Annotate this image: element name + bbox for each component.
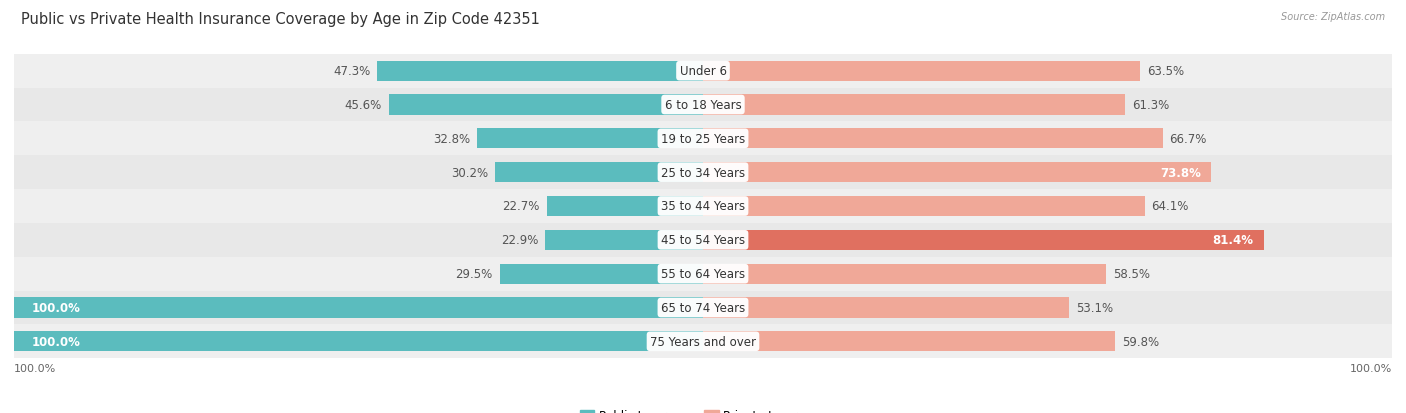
Text: Source: ZipAtlas.com: Source: ZipAtlas.com (1281, 12, 1385, 22)
Bar (703, 230, 1264, 250)
Text: 59.8%: 59.8% (1122, 335, 1159, 348)
Text: 47.3%: 47.3% (333, 65, 370, 78)
Text: 29.5%: 29.5% (456, 268, 494, 280)
Bar (499, 264, 703, 284)
Text: Public vs Private Health Insurance Coverage by Age in Zip Code 42351: Public vs Private Health Insurance Cover… (21, 12, 540, 27)
Bar (703, 264, 1107, 284)
Bar (14, 156, 1392, 190)
Text: 22.9%: 22.9% (501, 234, 538, 247)
Text: 32.8%: 32.8% (433, 133, 470, 145)
Bar (703, 163, 1212, 183)
Text: 81.4%: 81.4% (1212, 234, 1254, 247)
Legend: Public Insurance, Private Insurance: Public Insurance, Private Insurance (575, 404, 831, 413)
Text: 75 Years and over: 75 Years and over (650, 335, 756, 348)
Text: 6 to 18 Years: 6 to 18 Years (665, 99, 741, 112)
Bar (495, 163, 703, 183)
Bar (546, 230, 703, 250)
Text: 100.0%: 100.0% (14, 363, 56, 373)
Bar (703, 95, 1125, 115)
Text: 19 to 25 Years: 19 to 25 Years (661, 133, 745, 145)
Bar (477, 129, 703, 149)
Text: 53.1%: 53.1% (1076, 301, 1112, 314)
Bar (703, 298, 1069, 318)
Text: 55 to 64 Years: 55 to 64 Years (661, 268, 745, 280)
Text: 100.0%: 100.0% (1350, 363, 1392, 373)
Bar (703, 62, 1140, 82)
Bar (14, 122, 1392, 156)
Bar (547, 196, 703, 217)
Bar (14, 325, 1392, 358)
Text: 65 to 74 Years: 65 to 74 Years (661, 301, 745, 314)
Bar (14, 298, 703, 318)
Text: 64.1%: 64.1% (1152, 200, 1189, 213)
Bar (14, 88, 1392, 122)
Text: 66.7%: 66.7% (1170, 133, 1206, 145)
Text: 63.5%: 63.5% (1147, 65, 1184, 78)
Bar (14, 190, 1392, 223)
Text: 58.5%: 58.5% (1114, 268, 1150, 280)
Bar (703, 196, 1144, 217)
Text: 100.0%: 100.0% (31, 301, 80, 314)
Bar (14, 291, 1392, 325)
Text: 30.2%: 30.2% (451, 166, 488, 179)
Bar (389, 95, 703, 115)
Text: 22.7%: 22.7% (502, 200, 540, 213)
Text: 73.8%: 73.8% (1160, 166, 1201, 179)
Bar (14, 55, 1392, 88)
Text: 45.6%: 45.6% (344, 99, 382, 112)
Bar (14, 257, 1392, 291)
Text: 25 to 34 Years: 25 to 34 Years (661, 166, 745, 179)
Text: Under 6: Under 6 (679, 65, 727, 78)
Text: 35 to 44 Years: 35 to 44 Years (661, 200, 745, 213)
Text: 100.0%: 100.0% (31, 335, 80, 348)
Bar (703, 129, 1163, 149)
Bar (14, 223, 1392, 257)
Text: 61.3%: 61.3% (1132, 99, 1170, 112)
Bar (377, 62, 703, 82)
Bar (14, 331, 703, 351)
Bar (703, 331, 1115, 351)
Text: 45 to 54 Years: 45 to 54 Years (661, 234, 745, 247)
